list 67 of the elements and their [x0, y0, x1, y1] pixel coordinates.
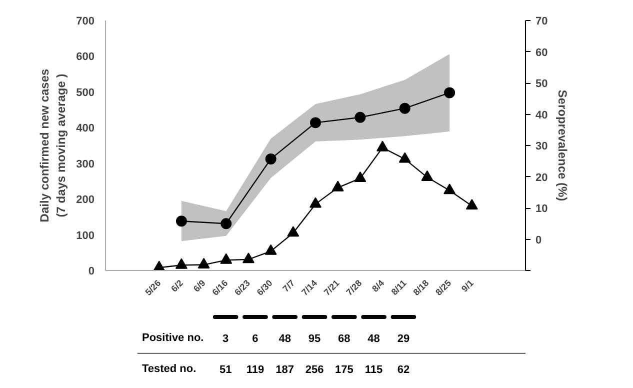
point: [310, 197, 322, 208]
y-tick-label: 200: [76, 194, 95, 206]
y2-tick-label: 50: [536, 78, 548, 90]
text: 62: [397, 364, 410, 376]
point: [310, 117, 321, 128]
x-tick-label: 7/28: [344, 278, 364, 298]
x-tick-label: 7/21: [322, 278, 342, 298]
y-tick-label: 0: [88, 266, 95, 278]
x-tick-label: 7/14: [300, 278, 320, 298]
point: [264, 244, 277, 255]
point: [354, 172, 366, 182]
text: 95: [308, 332, 321, 345]
point: [444, 87, 456, 98]
y-tick-label: 300: [76, 158, 95, 170]
y2-tick-label: 10: [536, 203, 548, 215]
text: 119: [246, 364, 264, 376]
text: 175: [334, 364, 354, 376]
text: 3: [222, 332, 229, 345]
y-tick-label: 600: [76, 51, 95, 64]
x-tick-label: 6/16: [210, 278, 230, 298]
text: 256: [305, 364, 324, 376]
point: [399, 102, 410, 114]
y-tick-label: 100: [76, 230, 95, 242]
point: [175, 258, 188, 269]
y-axis-title: Daily confirmed new cases (7 days moving average ): [37, 68, 68, 222]
text: 187: [276, 364, 294, 376]
y2-tick-label: 40: [536, 109, 548, 122]
x-tick-label: 7/7: [280, 278, 297, 294]
y2-axis-title: Seroprevalence (%): [556, 90, 570, 202]
y2-tick-label: 70: [536, 16, 548, 28]
point: [444, 184, 456, 194]
y-tick-label: 400: [76, 122, 95, 135]
text: Positive no.: [142, 332, 204, 344]
y2-tick-label: 0: [536, 234, 542, 246]
x-tick-label: 9/1: [460, 278, 476, 294]
point: [176, 216, 187, 227]
point: [466, 199, 478, 210]
y-tick-label: 500: [76, 86, 95, 99]
text: 29: [397, 332, 410, 345]
text: 48: [368, 332, 380, 345]
y2-tick-label: 20: [536, 172, 548, 184]
x-tick-label: 6/23: [232, 278, 252, 298]
point: [242, 252, 254, 264]
text: 6: [252, 332, 258, 345]
point: [220, 218, 232, 230]
text: 68: [338, 332, 350, 345]
x-tick-label: 8/11: [389, 278, 408, 298]
x-tick-label: 8/4: [370, 278, 386, 294]
y-tick-label: 700: [76, 16, 95, 28]
point: [287, 226, 300, 237]
point: [220, 253, 232, 264]
point: [265, 153, 276, 164]
point: [398, 152, 411, 163]
point: [421, 170, 434, 181]
y2-tick-label: 30: [536, 140, 548, 152]
text: Tested no.: [142, 363, 196, 375]
point: [332, 180, 344, 192]
point: [198, 258, 210, 268]
point: [354, 112, 366, 123]
text: 48: [278, 332, 291, 345]
x-tick-label: 6/2: [169, 278, 185, 294]
text: 115: [364, 364, 383, 376]
y2-tick-label: 60: [536, 46, 548, 59]
point: [376, 140, 389, 152]
text: 51: [219, 364, 232, 376]
x-tick-label: 6/30: [254, 278, 274, 298]
x-tick-label: 6/9: [191, 278, 208, 294]
